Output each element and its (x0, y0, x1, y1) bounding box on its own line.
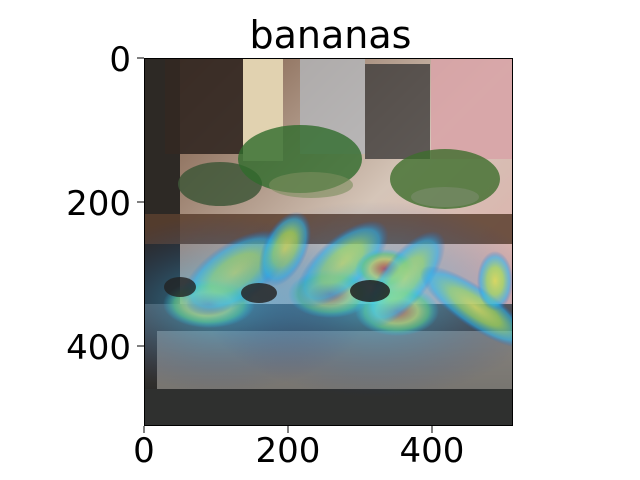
plot-title: bananas (249, 13, 412, 57)
gradcam-overlay-svg (145, 59, 512, 425)
x-tick-label: 0 (133, 431, 155, 471)
x-tick-label: 400 (399, 431, 465, 471)
y-tick-label: 200 (66, 184, 131, 224)
gradcam-image (144, 58, 513, 426)
y-tick-label: 400 (66, 328, 131, 368)
y-tick-label: 0 (109, 40, 131, 80)
x-tick-label: 200 (255, 431, 321, 471)
